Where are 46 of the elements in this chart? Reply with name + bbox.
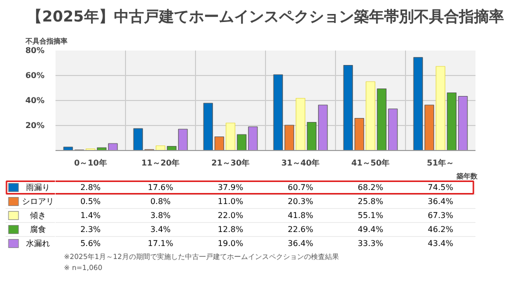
data-label: 0.5% bbox=[80, 197, 102, 206]
legend-label: 傾き bbox=[30, 211, 46, 220]
data-label: 3.8% bbox=[150, 211, 172, 220]
data-label: 68.2% bbox=[358, 183, 384, 192]
data-label: 41.8% bbox=[288, 211, 314, 220]
data-label: 74.5% bbox=[428, 183, 454, 192]
data-label: 37.9% bbox=[218, 183, 244, 192]
data-label: 3.4% bbox=[150, 225, 172, 234]
x-tick-label: 51年～ bbox=[426, 158, 454, 168]
x-tick-label: 41～50年 bbox=[351, 158, 390, 168]
data-label: 17.1% bbox=[148, 239, 174, 248]
data-label: 36.4% bbox=[428, 197, 454, 206]
chart-title: 【2025年】中古戸建てホームインスペクション築年帯別不具合指摘率 bbox=[27, 8, 504, 26]
data-label: 55.1% bbox=[358, 211, 384, 220]
data-label: 22.0% bbox=[218, 211, 244, 220]
data-label: 67.3% bbox=[428, 211, 454, 220]
y-tick-label: 60% bbox=[25, 71, 45, 80]
data-label: 2.3% bbox=[80, 225, 102, 234]
x-tick-label: 31～40年 bbox=[281, 158, 320, 168]
legend-label: 雨漏り bbox=[26, 183, 50, 192]
x-tick-label: 21～30年 bbox=[211, 158, 250, 168]
legend-label: シロアリ bbox=[22, 197, 54, 206]
data-label: 25.8% bbox=[358, 197, 384, 206]
data-label: 12.8% bbox=[218, 225, 244, 234]
data-label: 60.7% bbox=[288, 183, 314, 192]
data-label: 2.8% bbox=[80, 183, 102, 192]
data-label: 20.3% bbox=[288, 197, 314, 206]
x-tick-label: 11～20年 bbox=[141, 158, 180, 168]
data-label: 0.8% bbox=[150, 197, 172, 206]
y-tick-label: 80% bbox=[25, 46, 45, 55]
data-label: 36.4% bbox=[288, 239, 314, 248]
data-label: 43.4% bbox=[428, 239, 454, 248]
data-label: 19.0% bbox=[218, 239, 244, 248]
data-label: 49.4% bbox=[358, 225, 384, 234]
y-tick-label: 40% bbox=[25, 96, 45, 105]
data-label: 22.6% bbox=[288, 225, 314, 234]
data-label: 1.4% bbox=[80, 211, 102, 220]
data-label: 33.3% bbox=[358, 239, 384, 248]
data-label: 5.6% bbox=[80, 239, 102, 248]
legend-label: 水漏れ bbox=[26, 239, 50, 248]
data-label: 46.2% bbox=[428, 225, 454, 234]
x-tick-label: 0～10年 bbox=[74, 158, 107, 168]
legend-label: 腐食 bbox=[30, 225, 46, 234]
data-label: 17.6% bbox=[148, 183, 174, 192]
y-tick-label: 20% bbox=[25, 121, 45, 130]
data-label: 11.0% bbox=[218, 197, 244, 206]
